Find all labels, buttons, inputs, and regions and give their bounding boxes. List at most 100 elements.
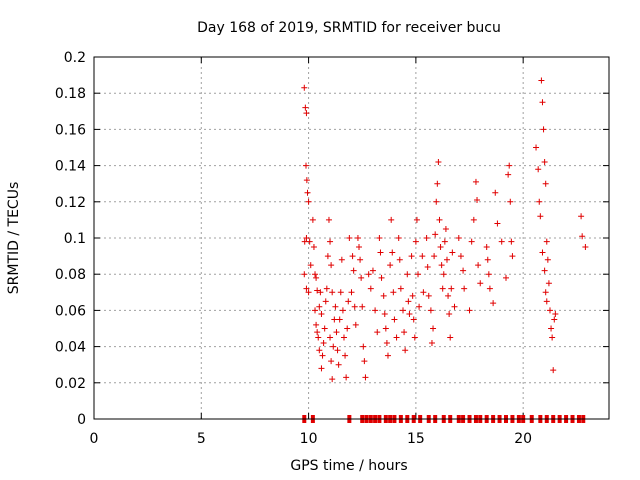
data-point (343, 374, 350, 381)
data-point (401, 329, 408, 336)
data-point (357, 256, 364, 263)
data-point (435, 158, 442, 165)
data-point (433, 198, 440, 205)
plot-frame (93, 56, 610, 420)
data-point (533, 144, 540, 151)
data-point (460, 267, 467, 274)
data-point (314, 287, 321, 294)
data-point (324, 253, 331, 260)
data-point (333, 329, 340, 336)
data-point (352, 321, 359, 328)
data-point (420, 289, 427, 296)
data-point (351, 303, 358, 310)
data-point (579, 233, 586, 240)
data-point (346, 235, 353, 241)
data-point (391, 316, 398, 323)
data-point (551, 316, 558, 323)
data-point (305, 198, 312, 205)
y-tick-label: 0.12 (55, 195, 86, 211)
data-point (329, 289, 336, 296)
data-point (455, 235, 462, 241)
data-point (389, 249, 396, 256)
data-point (349, 253, 356, 260)
data-point (327, 238, 334, 245)
data-point (305, 289, 312, 296)
x-tick-label: 0 (90, 431, 99, 447)
data-point (369, 267, 376, 274)
data-point (427, 307, 434, 314)
data-point (490, 300, 497, 307)
data-point (449, 249, 456, 256)
data-point (498, 238, 505, 245)
data-point (494, 220, 501, 227)
data-point (425, 292, 432, 299)
data-point (316, 347, 323, 354)
data-point (376, 235, 383, 241)
data-point (415, 271, 422, 278)
data-point (468, 238, 475, 245)
data-point (312, 271, 319, 278)
data-point (539, 249, 546, 256)
data-point (549, 334, 556, 341)
data-point (318, 311, 325, 318)
data-point (412, 238, 419, 245)
data-point (507, 198, 514, 205)
data-point (390, 289, 397, 296)
data-point (367, 285, 374, 292)
data-point (377, 249, 384, 256)
data-point (330, 343, 337, 350)
data-point (344, 325, 351, 332)
y-tick-label: 0.02 (55, 376, 86, 392)
x-tick-label: 10 (300, 431, 318, 447)
data-point (331, 316, 338, 323)
data-point (301, 271, 308, 278)
data-point (328, 358, 335, 365)
data-point (303, 285, 310, 292)
data-point (325, 216, 332, 223)
data-point (335, 361, 342, 368)
y-tick-label: 0.08 (55, 267, 86, 283)
data-point (405, 298, 412, 305)
axis-ticks: 0 0.02 0.04 0.06 0.08 0.1 0.12 0.14 0.16 0.18 0.2 0… (55, 50, 609, 447)
data-point (539, 99, 546, 106)
data-point (410, 316, 417, 323)
data-point (445, 292, 452, 299)
data-point (546, 307, 553, 314)
y-tick-label: 0.14 (55, 159, 86, 175)
data-point (423, 235, 430, 241)
data-point (340, 334, 347, 341)
data-point (550, 367, 557, 374)
data-point (483, 244, 490, 251)
data-point (492, 189, 499, 196)
data-point (348, 289, 355, 296)
data-point (334, 347, 341, 354)
data-point (436, 216, 443, 223)
data-point (372, 307, 379, 314)
data-point (318, 365, 325, 372)
y-tick-label: 0.04 (55, 340, 86, 356)
data-point (446, 311, 453, 318)
data-point (322, 298, 329, 305)
data-point (342, 352, 349, 359)
data-point (461, 285, 468, 292)
data-point (317, 289, 324, 296)
data-point (313, 321, 320, 328)
x-tick-label: 20 (514, 431, 532, 447)
data-point (485, 271, 492, 278)
data-point (313, 274, 320, 281)
data-point (323, 285, 330, 292)
data-point (545, 280, 552, 287)
y-tick-label: 0.18 (55, 86, 86, 102)
data-point (578, 213, 585, 220)
y-tick-label: 0.1 (64, 231, 86, 247)
data-point (506, 162, 513, 169)
data-point (397, 285, 404, 292)
data-point (307, 262, 314, 269)
data-point (439, 285, 446, 292)
data-point (336, 316, 343, 323)
data-point (484, 256, 491, 263)
data-point (337, 289, 344, 296)
data-point (552, 311, 559, 318)
data-point (437, 244, 444, 251)
data-point (438, 262, 445, 269)
